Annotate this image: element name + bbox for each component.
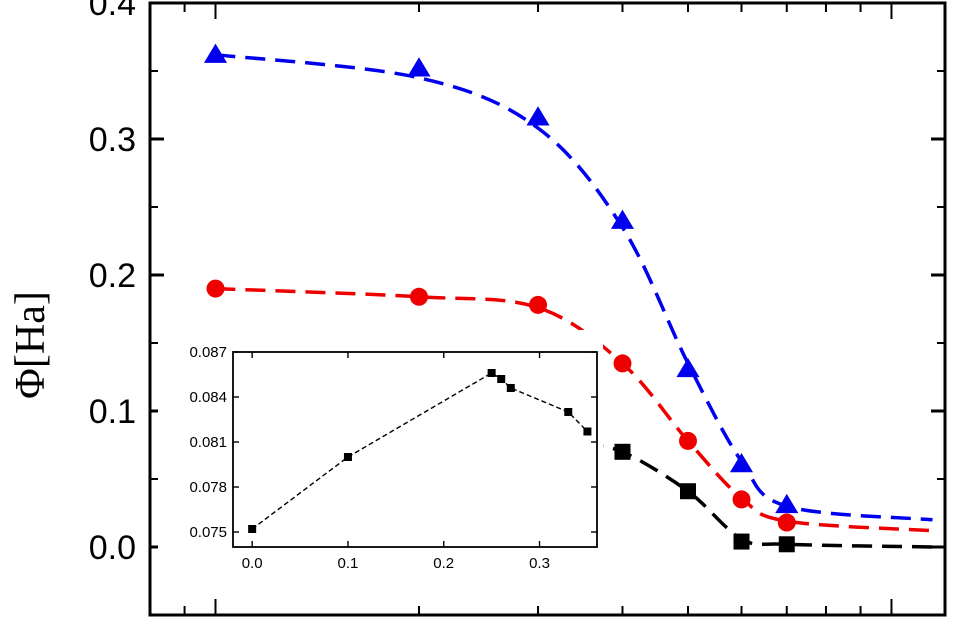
- inset-xtick-label: 0.3: [529, 555, 550, 572]
- main-point-circles: [613, 354, 632, 373]
- inset-point: [487, 369, 496, 377]
- inset-point: [343, 453, 352, 461]
- inset-ytick-label: 0.087: [189, 344, 227, 361]
- inset-point: [583, 427, 592, 436]
- main-point-circles: [732, 490, 751, 509]
- inset-frame: [232, 351, 598, 548]
- main-point-circles: [409, 287, 428, 306]
- main-point-squares: [778, 536, 795, 553]
- main-point-triangles: [610, 209, 635, 229]
- main-point-triangles: [676, 357, 700, 378]
- main-point-circles: [206, 279, 225, 298]
- inset-point: [497, 375, 506, 383]
- main-point-squares: [679, 483, 696, 500]
- main-point-squares: [614, 443, 631, 460]
- main-ytick-label: 0.3: [89, 121, 136, 159]
- main-point-triangles: [526, 106, 550, 126]
- inset-ytick-label: 0.081: [189, 434, 227, 451]
- main-point-triangles: [729, 453, 754, 473]
- main-plot: 0.0 0.1 0.2 0.3 0.4 Φ[Ha]: [8, 0, 947, 617]
- main-point-triangles: [775, 493, 799, 514]
- inset-ytick-label: 0.084: [189, 389, 227, 406]
- main-plot-frame: [148, 1, 947, 617]
- main-ytick-label: 0.0: [89, 529, 136, 567]
- main-ytick-label: 0.4: [89, 0, 136, 23]
- main-point-circles: [777, 513, 796, 532]
- main-ylabel: Φ[Ha]: [8, 291, 54, 399]
- inset-plot: 0.075 0.078 0.081 0.084 0.087 0.0 0.1 0.2 0.3: [158, 330, 603, 575]
- main-point-triangles: [407, 57, 431, 77]
- inset-xtick-label: 0.0: [242, 555, 263, 572]
- inset-xtick-label: 0.1: [338, 555, 359, 572]
- inset-ytick-label: 0.078: [189, 479, 227, 496]
- inset-point: [564, 408, 573, 416]
- main-point-circles: [529, 295, 548, 314]
- main-point-circles: [678, 431, 697, 450]
- inset-ytick-label: 0.075: [189, 524, 227, 541]
- main-ytick-label: 0.1: [89, 393, 136, 431]
- inset-point: [248, 525, 257, 533]
- main-point-squares: [733, 533, 750, 550]
- inset-xtick-label: 0.2: [433, 555, 454, 572]
- inset-point: [506, 384, 515, 392]
- main-ytick-label: 0.2: [89, 257, 136, 295]
- main-point-triangles: [203, 43, 228, 63]
